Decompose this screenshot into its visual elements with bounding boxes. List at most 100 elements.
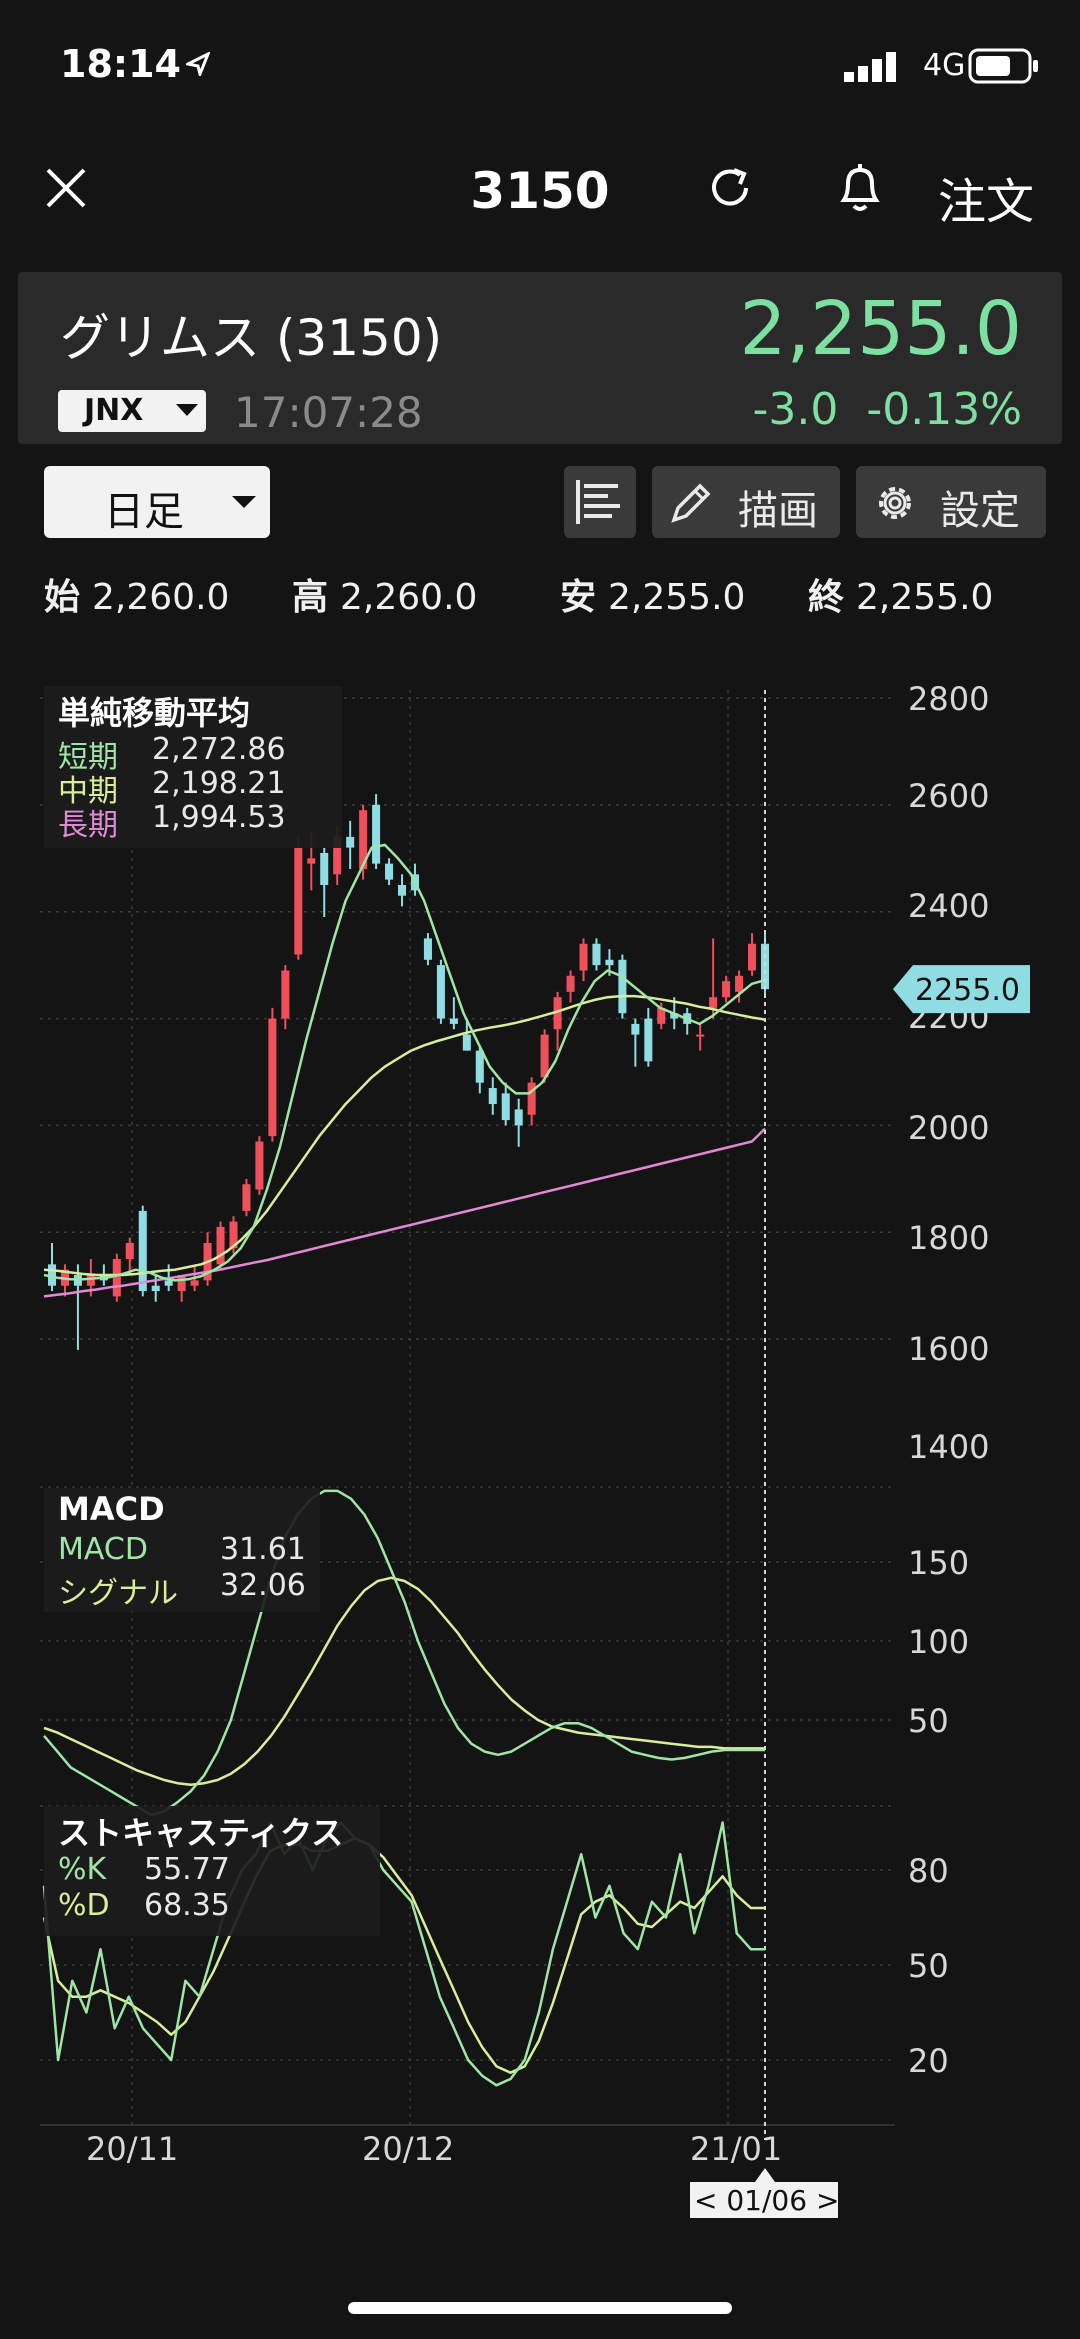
candle-body [333,836,342,875]
close-icon[interactable] [44,166,88,210]
candle-body [397,885,407,896]
ohlc-low: 安 2,255.0 [560,568,745,620]
candle-body [475,1050,484,1083]
close-label: 終 [808,577,845,618]
caret-down-icon [176,404,198,416]
change-percent: -0.13% [866,384,1022,435]
bell-icon[interactable] [836,160,884,216]
candle-body [229,1221,238,1249]
candle-body [242,1184,251,1211]
sma-mid-value: 2,198.21 [152,766,286,801]
price-tick-label: 2400 [908,887,989,925]
exchange-label: JNX [84,393,144,428]
candle-body [722,981,731,998]
candle-body [423,938,432,960]
close-value: 2,255.0 [856,577,994,618]
price-tick-label: 2000 [908,1109,989,1147]
candle-body [462,1034,471,1051]
candle-body [527,1082,536,1115]
stock-name: グリムス (3150) [60,309,443,367]
date-tick-label: 21/01 [690,2130,782,2168]
macd-label: MACD [58,1532,148,1567]
macd-signal-line [43,1576,765,1787]
signal-value: 32.06 [220,1568,306,1603]
draw-button[interactable]: 描画 [652,466,840,538]
change-value: -3.0 [752,384,839,435]
low-value: 2,255.0 [608,577,746,618]
candle-body [177,1275,186,1292]
low-label: 安 [560,577,597,618]
signal-icon [844,52,896,82]
candle-body [112,1259,121,1297]
price-tick-label: 1400 [908,1428,989,1466]
candle-body [346,836,355,848]
stoch-tick-label: 80 [908,1852,949,1890]
macd-tick-label: 150 [908,1544,969,1582]
stoch-k-value: 55.77 [144,1852,230,1887]
candle-body [372,804,381,864]
indicator-list-button[interactable] [564,466,636,538]
candle-body [294,847,303,955]
high-value: 2,260.0 [340,577,478,618]
open-label: 始 [44,577,81,618]
settings-label: 設定 [940,488,1020,534]
candle-body [760,943,770,990]
sma-long-value: 1,994.53 [152,800,286,835]
settings-button[interactable]: 設定 [856,466,1046,538]
price-tick-label: 2800 [908,680,989,718]
candle-body [696,1034,705,1037]
candle-body [592,943,601,966]
candle-body [436,965,445,1019]
sma-legend: 単純移動平均 短期 2,272.86 中期 2,198.21 長期 1,994.… [44,686,342,848]
caret-down-icon [232,496,256,508]
candle-body [644,1018,653,1062]
stochastics-legend: ストキャスティクス %K 55.77 %D 68.35 [44,1806,380,1936]
list-icon [576,480,620,524]
stoch-tick-label: 20 [908,2042,949,2080]
candle-body [320,852,329,885]
cursor-date-label: < 01/06 > [694,2184,839,2217]
candle-body [359,810,368,869]
period-select[interactable]: 日足 [44,466,270,538]
stock-price: 2,255.0 [739,286,1022,372]
stoch-legend-title: ストキャスティクス [58,1814,344,1852]
candle-body [618,959,627,1014]
macd-tick-label: 100 [908,1623,969,1661]
price-tick-label: 2600 [908,777,989,815]
sma-mid-line [43,994,766,1277]
candle-body [748,943,757,971]
network-type: 4G [923,48,966,83]
candle-body [307,858,316,864]
candle-body [255,1141,264,1190]
stoch-d-value: 68.35 [144,1888,230,1923]
price-chart[interactable]: 2800260024002200200018001600140015010050… [0,0,1080,2260]
exchange-select[interactable]: JNX [58,390,206,432]
stoch-k-label: %K [58,1852,107,1887]
candle-body [553,997,562,1030]
date-tick-label: 20/11 [86,2130,178,2168]
price-tick-label: 1600 [908,1330,989,1368]
sma-legend-title: 単純移動平均 [58,694,251,732]
candle-body [514,1109,523,1126]
candle-body [86,1275,95,1286]
date-tick-label: 20/12 [362,2130,454,2168]
page-title: 3150 [470,162,610,220]
sma-short-line [43,843,766,1282]
quote-time: 17:07:28 [234,388,423,437]
status-time: 18:14 [60,42,181,86]
candle-body [631,1023,640,1035]
candle-body [449,1018,458,1024]
candle-body [670,1013,679,1019]
order-button[interactable]: 注文 [938,174,1035,230]
candle-body [138,1210,147,1292]
candle-body [47,1264,57,1286]
ohlc-high: 高 2,260.0 [292,568,477,620]
current-price-label: 2255.0 [915,973,1020,1008]
candle-body [190,1280,199,1286]
high-label: 高 [292,577,329,618]
sma-short-label: 短期 [58,740,118,775]
candle-body [735,975,744,992]
stoch-d-label: %D [58,1888,110,1923]
refresh-icon[interactable] [706,164,754,212]
ohlc-open: 始 2,260.0 [44,568,229,620]
